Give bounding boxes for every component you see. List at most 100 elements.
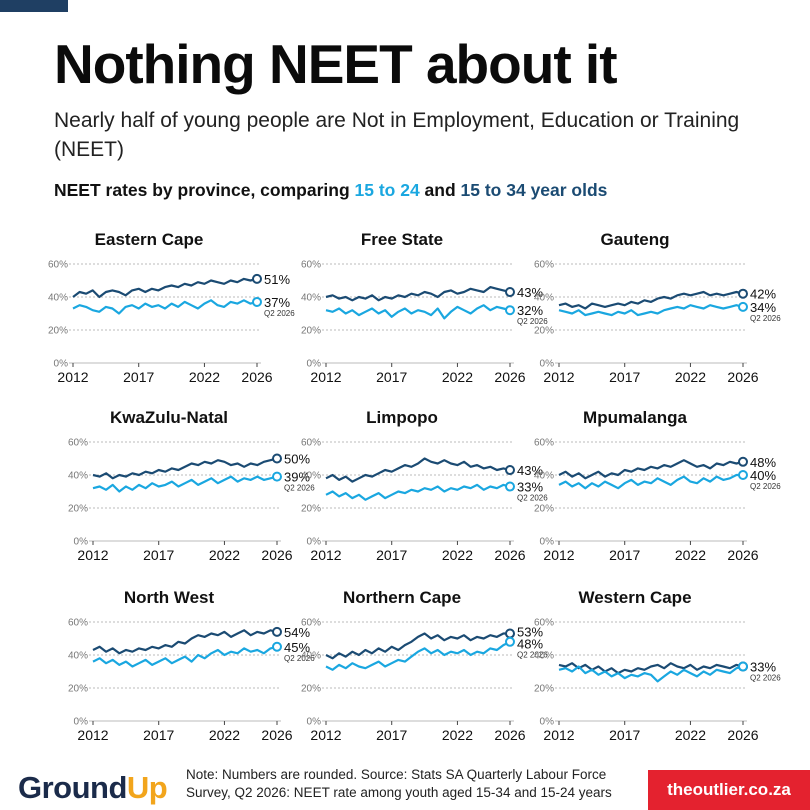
y-tick-label: 20% [534, 504, 554, 515]
y-tick-label: 60% [48, 260, 68, 271]
y-tick-label: 60% [534, 618, 554, 629]
y-tick-label: 60% [534, 438, 554, 449]
y-tick-label: 0% [74, 717, 89, 728]
series-line-15-34 [92, 457, 278, 480]
end-marker-15-24 [272, 641, 282, 652]
chart-title: Western Cape [578, 588, 692, 607]
y-tick-label: 40% [68, 651, 88, 662]
end-marker-15-34 [505, 465, 515, 476]
end-value-label: 53% [517, 625, 543, 640]
y-tick-label: 0% [74, 537, 89, 548]
province-chart-limpopo: Limpopo 0% 20% 40% 60% 2012 2017 2022 2026 43% 33… [297, 408, 548, 573]
legend-mid: and [419, 180, 461, 200]
x-tick-label: 2022 [675, 547, 706, 563]
series-line-15-24 [92, 645, 278, 668]
x-tick-label: 2026 [727, 727, 758, 743]
x-tick-label: 2017 [143, 727, 174, 743]
x-tick-label: 2026 [727, 547, 758, 563]
y-tick-label: 60% [68, 618, 88, 629]
end-period-label: Q2 2026 [517, 317, 548, 326]
end-period-label: Q2 2026 [264, 309, 295, 318]
x-tick-label: 2017 [376, 727, 407, 743]
chart-title: Northern Cape [342, 588, 462, 607]
series-line-15-34 [325, 632, 510, 660]
x-tick-label: 2012 [310, 369, 341, 385]
y-tick-label: 0% [307, 359, 322, 370]
y-tick-label: 20% [301, 684, 321, 695]
x-tick-label: 2022 [209, 547, 240, 563]
page-title: Nothing NEET about it [54, 33, 618, 95]
end-value-label: 32% [517, 303, 543, 318]
chart-title: Mpumalanga [583, 408, 687, 427]
x-tick-label: 2026 [241, 369, 272, 385]
end-value-label: 42% [750, 287, 776, 302]
province-chart-north-west: North West 0% 20% 40% 60% 2012 2017 2022 2026 54… [64, 588, 315, 753]
y-tick-label: 60% [301, 260, 321, 271]
x-tick-label: 2026 [494, 547, 525, 563]
end-value-label: 33% [517, 480, 543, 495]
end-value-label: 50% [284, 452, 310, 467]
end-marker-15-24 [505, 305, 515, 316]
end-value-label: 51% [264, 272, 290, 287]
logo-up-text: Up [126, 770, 168, 805]
end-value-label: 43% [517, 463, 543, 478]
y-tick-label: 0% [54, 359, 69, 370]
series-line-15-24 [558, 304, 744, 317]
small-multiple-line-chart: 0% 20% 40% 60% 2012 2017 2022 2026 42%34%Q2 2026 [534, 260, 781, 386]
x-tick-label: 2017 [143, 547, 174, 563]
y-tick-label: 60% [301, 618, 321, 629]
x-tick-label: 2022 [675, 369, 706, 385]
y-tick-label: 40% [534, 651, 554, 662]
x-tick-label: 2026 [261, 727, 292, 743]
x-tick-label: 2022 [209, 727, 240, 743]
chart-title: Gauteng [600, 230, 670, 249]
series-line-15-24 [72, 299, 258, 315]
logo-ground-text: Ground [18, 770, 127, 805]
small-multiple-line-chart: 0% 20% 40% 60% 2012 2017 2022 2026 43% 33%Q2 2026 [301, 438, 548, 564]
series-line-15-34 [325, 457, 511, 483]
x-tick-label: 2017 [376, 547, 407, 563]
chart-title: North West [123, 588, 215, 607]
y-tick-label: 0% [540, 359, 555, 370]
end-marker-15-34 [505, 628, 515, 639]
y-tick-label: 60% [534, 260, 554, 271]
end-marker-15-34 [252, 273, 262, 284]
small-multiple-line-chart: 0% 20% 40% 60% 2012 2017 2022 2026 43% 32%Q2 2026 [301, 260, 548, 386]
end-value-label: 48% [517, 637, 543, 652]
source-note: Note: Numbers are rounded. Source: Stats… [186, 767, 612, 800]
legend-series-15-24: 15 to 24 [354, 180, 420, 200]
small-multiple-line-chart: 0% 20% 40% 60% 2012 2017 2022 2026 51% 37%Q2 2026 [48, 260, 295, 386]
x-tick-label: 2012 [57, 369, 88, 385]
small-multiple-line-chart: 0% 20% 40% 60% 2012 2017 2022 2026 33%Q2 2026 [534, 618, 781, 744]
chart-title: Limpopo [366, 408, 438, 427]
small-multiple-line-chart: 0% 20% 40% 60% 2012 2017 2022 2026 53%48%Q2 2026 [301, 618, 548, 744]
x-tick-label: 2012 [543, 547, 574, 563]
y-tick-label: 60% [301, 438, 321, 449]
end-value-label: 34% [750, 300, 776, 315]
end-value-label: 45% [284, 640, 310, 655]
chart-title: Eastern Cape [94, 230, 204, 249]
x-tick-label: 2026 [494, 369, 525, 385]
y-tick-label: 40% [301, 651, 321, 662]
y-tick-label: 40% [534, 471, 554, 482]
y-tick-label: 0% [540, 537, 555, 548]
y-tick-label: 60% [68, 438, 88, 449]
end-period-label: Q2 2026 [750, 314, 781, 323]
end-marker-15-24 [738, 301, 748, 312]
chart-title: KwaZulu-Natal [109, 408, 229, 427]
corner-accent-bar [0, 0, 68, 12]
y-tick-label: 40% [48, 293, 68, 304]
end-period-label: Q2 2026 [284, 484, 315, 493]
x-tick-label: 2026 [494, 727, 525, 743]
y-tick-label: 40% [301, 471, 321, 482]
page-subtitle: Nearly half of young people are Not in E… [54, 109, 740, 161]
x-tick-label: 2012 [543, 727, 574, 743]
end-marker-15-24 [738, 470, 748, 480]
chart-title: Free State [360, 230, 444, 249]
y-tick-label: 20% [68, 504, 88, 515]
y-tick-label: 20% [534, 684, 554, 695]
end-value-label: 33% [750, 660, 776, 675]
series-line-15-34 [325, 286, 511, 302]
groundup-logo: GroundUp [18, 770, 168, 806]
